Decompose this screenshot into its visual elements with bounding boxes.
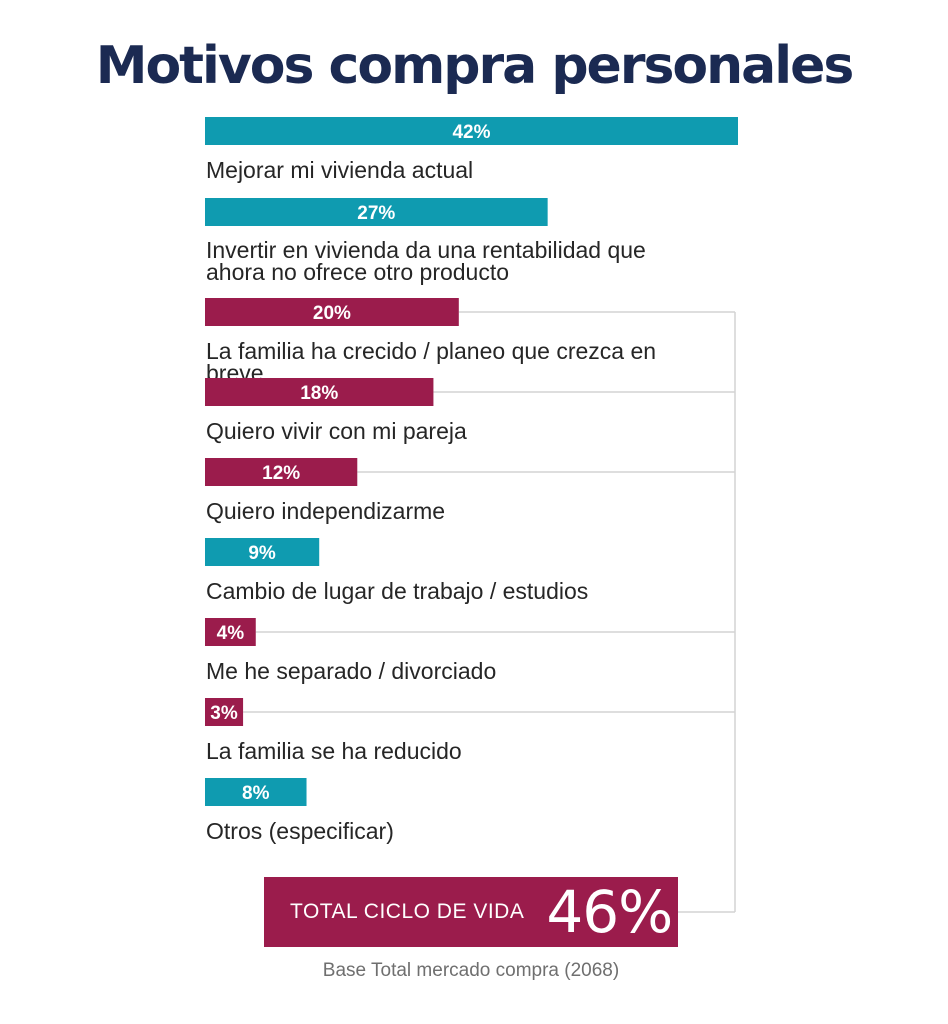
bar-value-label: 12% <box>262 463 300 484</box>
bar <box>205 538 320 566</box>
bar <box>205 778 307 806</box>
bar-value-label: 42% <box>452 122 490 143</box>
total-life-cycle-value: 46% <box>546 878 673 946</box>
category-label: Me he separado / divorciado <box>206 658 496 684</box>
bar <box>205 618 256 646</box>
category-label: ahora no ofrece otro producto <box>206 259 509 285</box>
bar <box>205 117 738 145</box>
bar-value-label: 27% <box>357 203 395 224</box>
bar <box>205 458 358 486</box>
bar <box>205 298 459 326</box>
category-label: La familia se ha reducido <box>206 738 462 764</box>
category-label: Cambio de lugar de trabajo / estudios <box>206 578 588 604</box>
chart-title: Motivos compra personales <box>95 36 855 96</box>
category-label: Invertir en vivienda da una rentabilidad… <box>206 237 646 263</box>
category-label: Otros (especificar) <box>206 818 394 844</box>
bar-value-label: 20% <box>313 303 351 324</box>
bar-value-label: 18% <box>300 383 338 404</box>
category-label: Quiero vivir con mi pareja <box>206 418 467 444</box>
bar-value-label: 4% <box>217 623 245 644</box>
total-life-cycle-box: TOTAL CICLO DE VIDA 46% <box>264 877 678 947</box>
bar-value-label: 8% <box>242 783 270 804</box>
total-life-cycle-label: TOTAL CICLO DE VIDA <box>290 900 525 923</box>
bar-value-label: 9% <box>248 543 276 564</box>
category-label: Mejorar mi vivienda actual <box>206 157 473 183</box>
category-label: Quiero independizarme <box>206 498 445 524</box>
category-label: La familia ha crecido / planeo que crezc… <box>206 338 656 364</box>
bar-value-label: 3% <box>210 703 238 724</box>
bar <box>205 198 548 226</box>
bar <box>205 378 434 406</box>
bar <box>205 698 244 726</box>
base-footnote: Base Total mercado compra (2068) <box>322 960 620 981</box>
